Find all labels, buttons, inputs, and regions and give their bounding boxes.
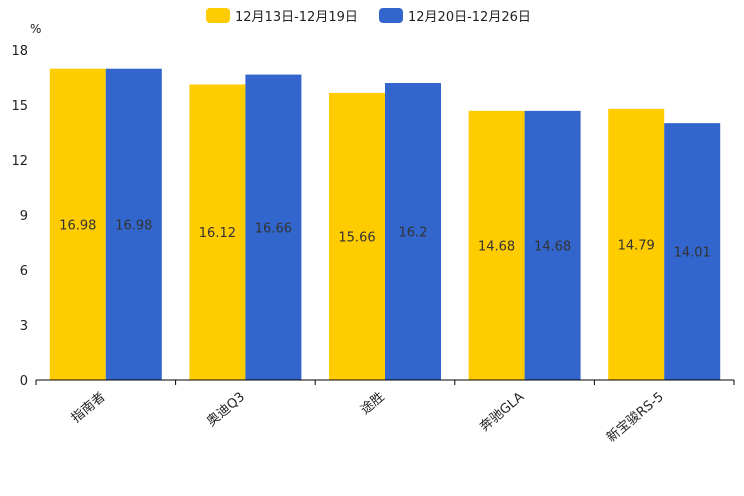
y-axis-unit-label: % (30, 22, 41, 36)
legend: 12月13日-12月19日 12月20日-12月26日 (206, 8, 531, 25)
y-tick-label: 6 (20, 264, 28, 279)
y-tick-label: 15 (11, 99, 28, 114)
data-label: 16.12 (199, 226, 236, 241)
data-label: 14.68 (478, 239, 515, 254)
bar (468, 110, 525, 380)
y-tick-label: 12 (11, 154, 28, 169)
data-label: 14.79 (618, 238, 655, 253)
bar (524, 110, 581, 380)
legend-swatch (206, 8, 230, 23)
x-tick-label: 新宝骏RS-5 (603, 389, 666, 446)
data-label: 14.68 (534, 239, 571, 254)
y-tick-label: 3 (20, 319, 28, 334)
bar (385, 83, 441, 380)
x-tick-label: 途胜 (357, 389, 387, 418)
data-label: 16.2 (399, 226, 428, 241)
y-tick-label: 9 (20, 209, 28, 224)
bar (329, 92, 385, 381)
data-label: 16.98 (59, 218, 96, 233)
y-tick-label: 18 (11, 44, 28, 59)
legend-label: 12月13日-12月19日 (235, 10, 358, 25)
x-tick-label: 奥迪Q3 (204, 390, 248, 430)
bars: 16.98 16.12 15.66 14.68 14.79 16.98 16.66 16.2 1… (49, 68, 721, 381)
bar (189, 84, 246, 380)
data-label: 16.98 (115, 218, 152, 233)
data-label: 15.66 (338, 230, 375, 245)
x-tick-label: 奔驰GLA (477, 390, 527, 435)
y-tick-label: 0 (20, 374, 28, 389)
legend-swatch (379, 8, 403, 23)
bar (49, 68, 106, 380)
bar (664, 123, 721, 381)
data-label: 14.01 (674, 246, 711, 261)
x-axis: 指南者 奥迪Q3 途胜 奔驰GLA 新宝骏RS-5 (35, 379, 735, 446)
bar (245, 74, 302, 381)
bar (608, 108, 665, 380)
legend-label: 12月20日-12月26日 (408, 10, 531, 25)
x-tick-label: 指南者 (68, 389, 108, 426)
bar (105, 68, 162, 380)
y-axis: 0 3 6 9 12 15 18 (11, 44, 28, 389)
data-label: 16.66 (255, 221, 292, 236)
